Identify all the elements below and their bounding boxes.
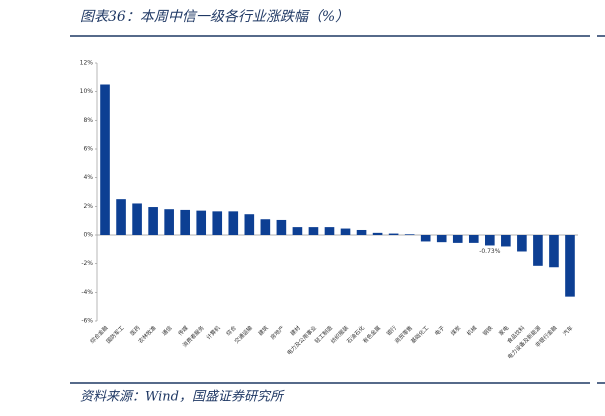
- x-tick-label: 医药: [128, 323, 142, 337]
- bar: [565, 235, 575, 297]
- y-tick-label: -6%: [81, 318, 93, 325]
- bar: [260, 219, 271, 235]
- bar: [164, 209, 174, 235]
- bar: [196, 210, 207, 235]
- bar: [549, 235, 559, 268]
- x-tick-label: 计算机: [204, 323, 222, 341]
- x-tick-label: 建筑: [256, 323, 270, 337]
- y-tick-label: 0%: [83, 232, 93, 239]
- source-note: 资料来源：Wind，国盛证券研究所: [80, 389, 285, 405]
- x-tick-label: 基础化工: [409, 323, 431, 345]
- x-tick-label: 钢铁: [481, 323, 495, 337]
- y-tick-label: 2%: [83, 203, 93, 210]
- bar: [148, 207, 158, 235]
- x-tick-label: 国防军工: [104, 323, 126, 345]
- bar: [372, 232, 383, 235]
- x-tick-label: 传媒: [176, 323, 190, 337]
- x-tick-label: 综合: [224, 323, 238, 337]
- x-tick-label: 通信: [160, 323, 174, 337]
- bar: [501, 235, 511, 247]
- x-tick-label: 煤炭: [449, 323, 463, 337]
- y-tick-label: 12%: [80, 60, 94, 67]
- bar: [324, 227, 335, 235]
- y-tick-label: 8%: [83, 117, 93, 124]
- y-tick-label: -4%: [81, 289, 93, 296]
- bar: [132, 203, 142, 235]
- bar: [340, 228, 351, 235]
- bar: [244, 214, 255, 235]
- x-tick-label: 交通运输: [233, 323, 255, 345]
- x-tick-label: 家电: [497, 323, 511, 337]
- x-tick-label: 房地产: [269, 323, 287, 341]
- x-tick-label: 有色金属: [361, 324, 382, 345]
- bar: [292, 227, 303, 235]
- bar: [100, 84, 110, 235]
- bar: [212, 211, 223, 235]
- bar: [180, 209, 190, 235]
- x-tick-label: 机械: [465, 323, 479, 337]
- x-tick-label: 银行: [385, 323, 399, 337]
- bar: [533, 235, 543, 266]
- bar: [228, 211, 239, 235]
- bar: [452, 235, 463, 243]
- x-tick-label: 电力及公用事业: [285, 323, 318, 356]
- y-tick-label: 6%: [83, 146, 93, 153]
- bar: [468, 235, 479, 243]
- bar: [436, 235, 447, 243]
- bar: [308, 227, 319, 235]
- y-tick-label: 10%: [80, 88, 94, 95]
- x-tick-label: 汽车: [561, 323, 575, 337]
- y-tick-label: -2%: [81, 260, 93, 267]
- bar: [276, 219, 287, 235]
- bar: [356, 229, 367, 235]
- y-tick-label: 4%: [83, 174, 93, 181]
- value-label: -0.73%: [479, 248, 501, 255]
- x-tick-label: 农林牧渔: [136, 323, 158, 345]
- bar: [388, 233, 399, 235]
- x-tick-label: 建材: [288, 323, 302, 337]
- bar: [420, 235, 431, 242]
- bar: [517, 235, 527, 252]
- chart-title: 图表36：本周中信一级各行业涨跌幅（%）: [80, 9, 349, 25]
- bar: [485, 235, 495, 246]
- x-tick-label: 电子: [433, 323, 447, 337]
- bar: [404, 234, 415, 235]
- bar: [116, 199, 126, 235]
